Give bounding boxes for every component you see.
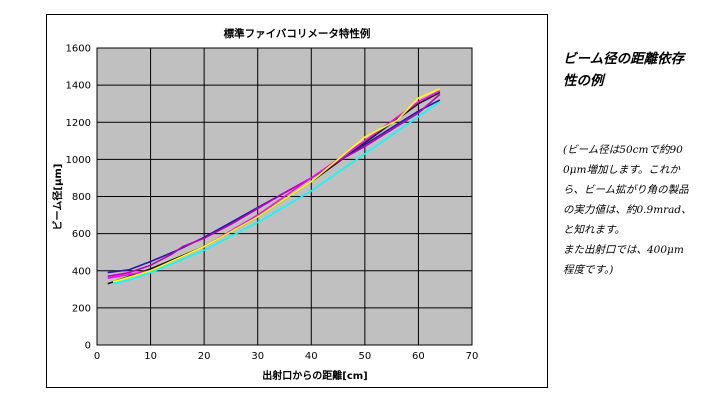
plot-area <box>96 47 473 346</box>
series-line <box>112 88 441 283</box>
x-tick-label: 0 <box>94 351 100 362</box>
y-tick-label: 0 <box>85 341 91 352</box>
chart-frame: 標準ファイバコリメータ特性例 0 10 20 30 40 50 60 70 0 200 400 600… <box>46 14 548 388</box>
y-tick-label: 1400 <box>66 81 91 92</box>
side-note-line: (ビーム径は50cmで約90 <box>563 144 683 156</box>
side-note-line: また出射口では、400μm <box>563 244 684 256</box>
side-note-line: 程度です。) <box>563 264 614 276</box>
side-title-line: 性の例 <box>563 73 604 89</box>
x-tick-label: 10 <box>144 351 157 362</box>
y-tick-label: 200 <box>72 303 91 314</box>
side-note-line: 0μm増加します。これか <box>563 164 680 176</box>
x-tick-label: 30 <box>251 351 264 362</box>
side-note: (ビーム径は50cmで約90 0μm増加します。これか ら、ビーム拡がり角の製品… <box>563 140 703 280</box>
y-tick-label: 600 <box>72 229 91 240</box>
series-line <box>112 101 441 285</box>
x-tick-label: 40 <box>305 351 318 362</box>
side-note-line: と知れます。 <box>563 224 625 236</box>
side-note-line: の実力値は、約0.9mrad、 <box>563 204 692 216</box>
x-tick-label: 20 <box>198 351 211 362</box>
y-axis-label: ビーム径[μm] <box>51 164 64 231</box>
x-axis-label: 出射口からの距離[cm] <box>262 369 368 382</box>
x-tick-label: 60 <box>412 351 425 362</box>
chart-title: 標準ファイバコリメータ特性例 <box>224 27 371 40</box>
x-tick-label: 50 <box>358 351 371 362</box>
series-group <box>107 88 441 285</box>
line-chart: 標準ファイバコリメータ特性例 0 10 20 30 40 50 60 70 0 200 400 600… <box>51 27 479 382</box>
series-line <box>107 93 441 278</box>
side-note-line: ら、ビーム拡がり角の製品 <box>563 184 689 196</box>
side-title-line: ビーム径の距離依存 <box>563 51 685 67</box>
y-tick-label: 1600 <box>66 44 91 55</box>
axes: 0 10 20 30 40 50 60 70 0 200 400 600 800 1000 1200 1400… <box>66 44 479 363</box>
y-tick-label: 400 <box>72 266 91 277</box>
y-tick-label: 1200 <box>66 118 91 129</box>
side-title: ビーム径の距離依存 性の例 <box>563 48 693 92</box>
y-tick-label: 800 <box>72 192 91 203</box>
y-tick-label: 1000 <box>66 155 91 166</box>
x-tick-label: 70 <box>466 351 479 362</box>
